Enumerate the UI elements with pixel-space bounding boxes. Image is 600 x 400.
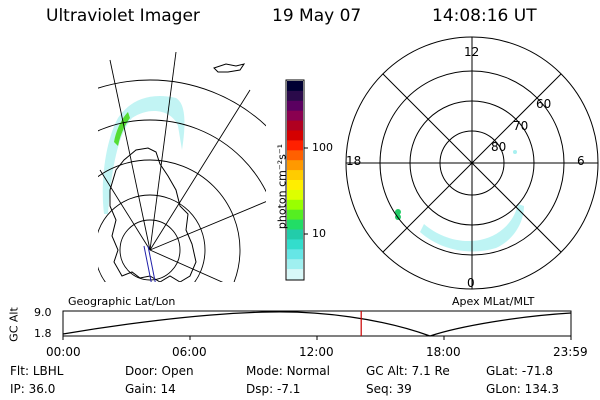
- island: [213, 63, 246, 73]
- aurora-glow-polar: [420, 204, 524, 252]
- alt-tick-low: 1.8: [34, 327, 52, 340]
- colorbar-strip: [287, 180, 303, 191]
- info-glon: GLon: 134.3: [486, 382, 559, 396]
- info-gc-alt: GC Alt: 7.1 Re: [366, 364, 450, 378]
- altitude-strip: [62, 310, 572, 340]
- aurora-glow-geo: [102, 96, 185, 214]
- time-tick-0600: 06:00: [172, 345, 207, 359]
- colorbar-strip: [287, 199, 303, 211]
- colorbar-strip: [287, 229, 303, 240]
- mlt-label-0: 0: [467, 276, 475, 290]
- geographic-map: [98, 51, 266, 282]
- lat-label-80: 80: [491, 140, 507, 154]
- info-flt: Flt: LBHL: [10, 364, 64, 378]
- colorbar: [285, 79, 308, 281]
- colorbar-strip: [287, 120, 303, 131]
- colorbar-strip: [287, 170, 303, 181]
- info-door: Door: Open: [125, 364, 194, 378]
- observation-date: 19 May 07: [272, 6, 362, 26]
- mlt-label-6: 6: [577, 154, 585, 168]
- info-seq: Seq: 39: [366, 382, 412, 396]
- instrument-title: Ultraviolet Imager: [46, 6, 200, 26]
- colorbar-strip: [287, 100, 303, 112]
- colorbar-strip: [287, 269, 303, 280]
- colorbar-strip: [287, 90, 303, 102]
- apex-label: Apex MLat/MLT: [452, 295, 535, 308]
- gc-alt-axis-label: GC Alt: [7, 307, 21, 342]
- colorbar-strip: [287, 110, 303, 122]
- mlt-label-18: 18: [346, 154, 362, 168]
- info-gain: Gain: 14: [125, 382, 176, 396]
- colorbar-strip: [287, 219, 303, 230]
- lat-label-70: 70: [513, 119, 529, 133]
- colorbar-tick-10: 10: [312, 227, 326, 240]
- info-dsp: Dsp: -7.1: [246, 382, 301, 396]
- coastline: [109, 147, 197, 282]
- info-mode: Mode: Normal: [246, 364, 330, 378]
- colorbar-strip: [287, 259, 303, 270]
- colorbar-strip: [287, 239, 303, 250]
- colorbar-tick-100: 100: [312, 141, 333, 154]
- lat-label-60: 60: [536, 97, 552, 111]
- colorbar-strip: [287, 130, 303, 141]
- alt-tick-high: 9.0: [34, 306, 52, 319]
- colorbar-strip: [287, 81, 303, 92]
- observation-time: 14:08:16 UT: [432, 6, 537, 26]
- time-tick-1200: 12:00: [299, 345, 334, 359]
- time-tick-1800: 18:00: [426, 345, 461, 359]
- colorbar-strip: [287, 249, 303, 260]
- aurora-green-geo: [114, 112, 130, 146]
- altitude-curve: [62, 311, 572, 337]
- colorbar-strip: [287, 189, 303, 201]
- geographic-label: Geographic Lat/Lon: [68, 295, 176, 308]
- info-ip: IP: 36.0: [10, 382, 56, 396]
- colorbar-label: photon cm⁻²s⁻¹: [275, 143, 289, 230]
- colorbar-strip: [287, 140, 303, 151]
- colorbar-strip: [287, 150, 303, 161]
- time-tick-2359: 23:59: [553, 345, 588, 359]
- mlt-label-12: 12: [464, 45, 480, 59]
- polar-plot: [345, 36, 599, 290]
- colorbar-strip: [287, 209, 303, 221]
- info-glat: GLat: -71.8: [486, 364, 553, 378]
- colorbar-strip: [287, 160, 303, 171]
- time-tick-0000: 00:00: [46, 345, 81, 359]
- meridian-blue: [143, 245, 156, 282]
